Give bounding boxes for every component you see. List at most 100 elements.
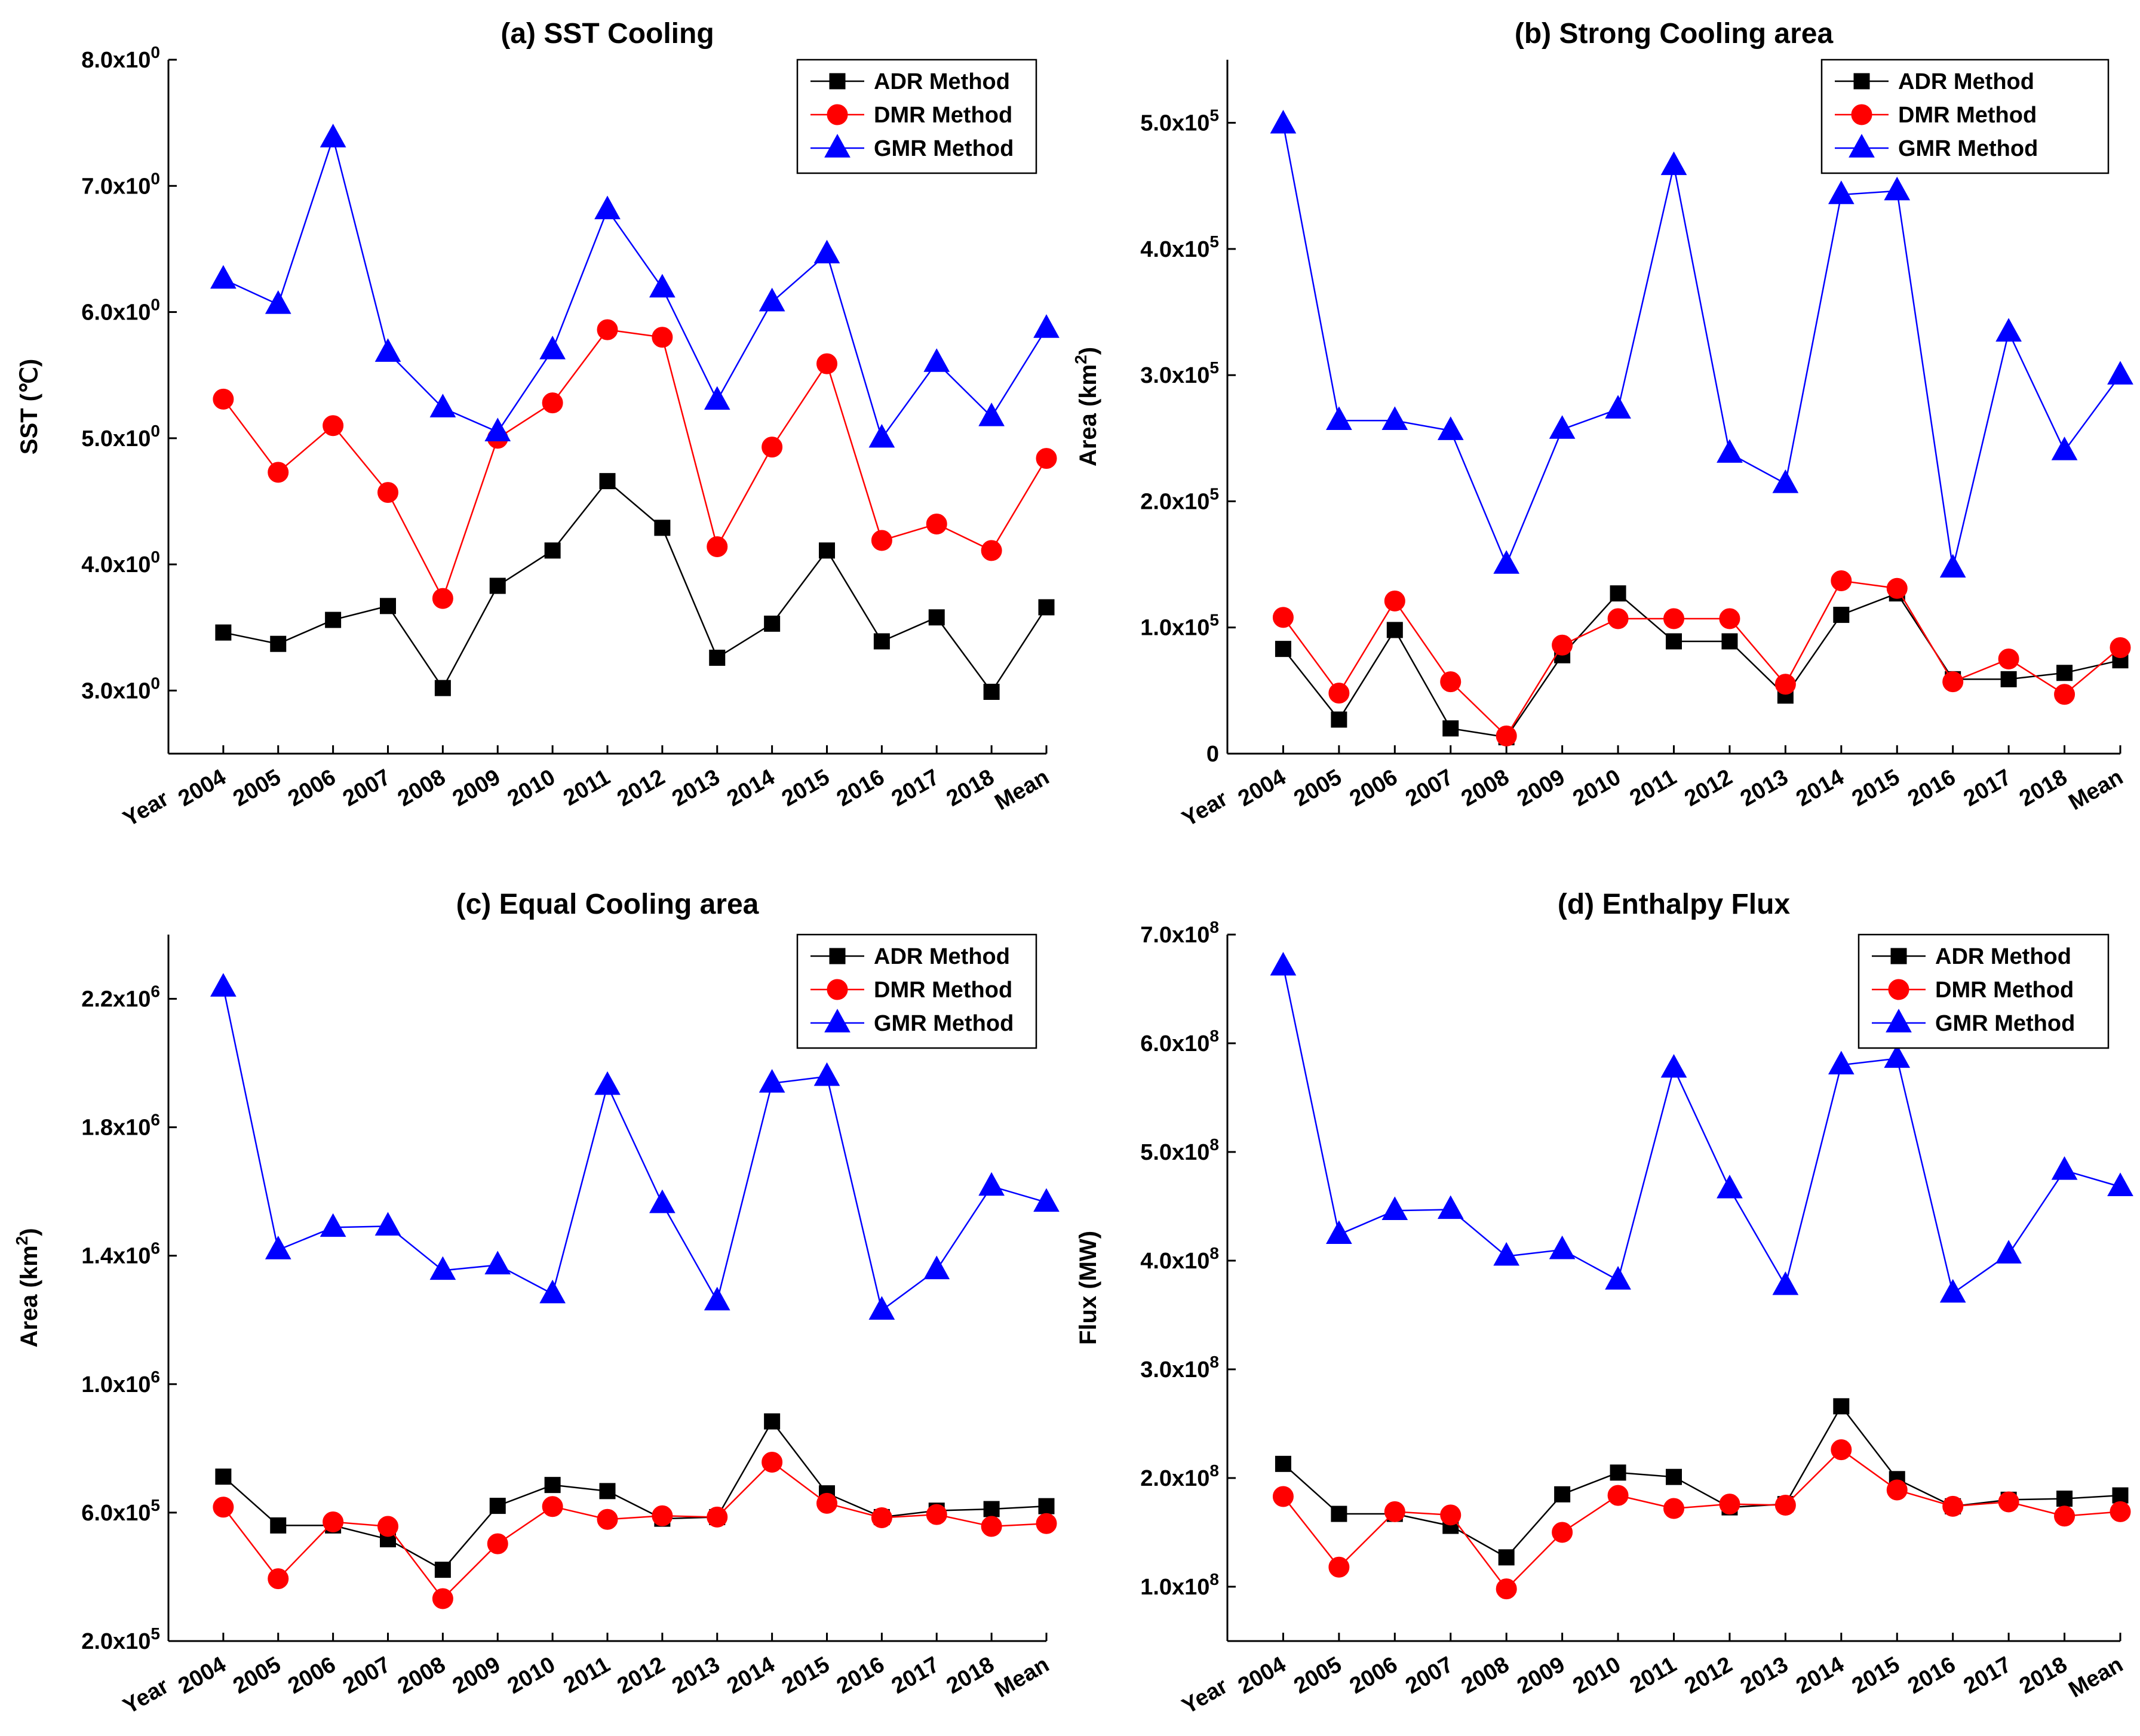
- y-tick-label: 0: [1206, 742, 1219, 767]
- data-point-adr: [1610, 1464, 1626, 1481]
- legend-marker-gmr: [824, 134, 851, 158]
- data-point-gmr: [1828, 180, 1855, 204]
- data-point-gmr: [1549, 1235, 1576, 1259]
- y-tick-label: 7.0x100: [81, 169, 160, 199]
- data-point-dmr: [1719, 608, 1740, 629]
- data-point-dmr: [597, 1508, 618, 1530]
- data-point-adr: [1554, 1486, 1571, 1503]
- data-point-gmr: [539, 1279, 566, 1304]
- data-point-gmr: [429, 394, 456, 417]
- data-point-dmr: [2110, 1501, 2131, 1522]
- legend-marker-gmr: [824, 1009, 851, 1033]
- series-line-adr: [223, 480, 1048, 693]
- x-tick-label: 2013: [668, 764, 724, 812]
- x-tick-label: 2016: [1903, 1652, 1960, 1699]
- legend-marker-dmr: [827, 104, 848, 125]
- x-tick-label: 2018: [2015, 764, 2071, 812]
- data-point-dmr: [1384, 590, 1405, 612]
- data-point-dmr: [816, 353, 837, 374]
- x-tick-label: 2004: [174, 764, 230, 812]
- legend: ADR Method DMR Method GMR Method: [1857, 933, 2110, 1049]
- data-point-adr: [1833, 1398, 1850, 1415]
- data-point-adr: [1275, 1455, 1291, 1472]
- x-tick-label: 2012: [1680, 1652, 1736, 1699]
- data-point-adr: [1386, 622, 1403, 638]
- data-point-dmr: [652, 327, 673, 348]
- data-point-gmr: [320, 1213, 346, 1237]
- data-point-gmr: [923, 348, 950, 372]
- data-point-gmr: [1549, 415, 1576, 439]
- legend-label-adr: ADR Method: [874, 944, 1010, 969]
- chart-title: (c) Equal Cooling area: [456, 889, 759, 920]
- x-tick-label: 2006: [284, 1652, 340, 1699]
- x-corner-label: Year: [1178, 786, 1232, 832]
- data-point-dmr: [1328, 1556, 1350, 1578]
- x-tick-label: 2008: [394, 1652, 450, 1699]
- data-point-adr: [1331, 711, 1347, 728]
- data-point-gmr: [1437, 416, 1464, 440]
- series-line-gmr: [223, 135, 1048, 440]
- series-line-gmr: [222, 987, 1047, 1312]
- data-point-dmr: [1272, 1486, 1294, 1507]
- y-axis-label: Flux (MW): [1075, 1231, 1101, 1345]
- data-point-adr: [599, 473, 616, 490]
- x-tick-label: 2010: [503, 1652, 560, 1699]
- data-point-gmr: [484, 417, 511, 441]
- legend-marker-adr: [1890, 948, 1907, 964]
- y-axis-label: SST (℃): [16, 359, 42, 454]
- series-line-dmr: [222, 328, 1048, 601]
- data-point-gmr: [649, 274, 676, 298]
- data-point-dmr: [1831, 1439, 1852, 1461]
- data-point-dmr: [707, 536, 728, 558]
- data-point-dmr: [1607, 1485, 1629, 1506]
- data-point-dmr: [2054, 684, 2075, 705]
- data-point-adr: [325, 612, 342, 628]
- x-tick-label: 2017: [1960, 764, 2016, 812]
- data-point-dmr: [1607, 608, 1629, 629]
- data-point-gmr: [2107, 1172, 2133, 1196]
- chart-panel-d: (d) Enthalpy Flux 1.0x108 2.0x108 3.0x108 4.…: [1075, 889, 2133, 1719]
- y-tick-label: 6.0x108: [1140, 1027, 1219, 1056]
- chart-title: (b) Strong Cooling area: [1515, 18, 1834, 50]
- x-tick-label: 2007: [1401, 1652, 1457, 1699]
- y-tick-label: 6.0x105: [81, 1496, 160, 1526]
- x-tick-label: 2015: [1848, 764, 1904, 812]
- legend-label-gmr: GMR Method: [1935, 1011, 2075, 1036]
- data-point-adr: [983, 1501, 1000, 1517]
- data-point-dmr: [1552, 634, 1573, 656]
- legend-label-dmr: DMR Method: [1935, 978, 2074, 1003]
- data-point-dmr: [487, 1533, 508, 1554]
- x-tick-label: 2018: [942, 1652, 999, 1699]
- data-point-gmr: [1828, 1050, 1855, 1075]
- y-tick-label: 4.0x108: [1140, 1244, 1219, 1274]
- data-point-dmr: [1036, 1513, 1057, 1534]
- y-axis-label: Area (km2): [13, 1228, 42, 1347]
- data-point-gmr: [374, 338, 401, 362]
- data-point-dmr: [1886, 1479, 1908, 1501]
- data-point-gmr: [1995, 318, 2022, 342]
- data-point-gmr: [1772, 469, 1799, 493]
- data-point-dmr: [1942, 1495, 1964, 1517]
- chart-title: (a) SST Cooling: [501, 18, 714, 50]
- data-point-adr: [2056, 1491, 2073, 1507]
- legend-marker-adr: [1853, 73, 1870, 90]
- x-tick-label: 2012: [613, 764, 669, 812]
- data-point-adr: [544, 1477, 561, 1494]
- data-point-adr: [764, 615, 781, 632]
- data-point-dmr: [213, 1497, 234, 1518]
- data-point-dmr: [1272, 607, 1294, 628]
- series-line-adr: [1282, 592, 2121, 738]
- data-point-adr: [1666, 1468, 1682, 1485]
- data-point-dmr: [1831, 570, 1852, 592]
- data-point-adr: [215, 1468, 232, 1485]
- data-point-gmr: [649, 1189, 676, 1213]
- x-tick-label: 2012: [1680, 764, 1736, 812]
- legend-label-adr: ADR Method: [874, 69, 1010, 94]
- data-point-adr: [1038, 1498, 1055, 1514]
- data-point-dmr: [1496, 725, 1517, 746]
- data-point-dmr: [2054, 1505, 2075, 1527]
- data-point-dmr: [323, 1511, 344, 1533]
- data-point-gmr: [484, 1250, 511, 1275]
- data-point-dmr: [213, 388, 234, 410]
- data-point-gmr: [429, 1256, 456, 1280]
